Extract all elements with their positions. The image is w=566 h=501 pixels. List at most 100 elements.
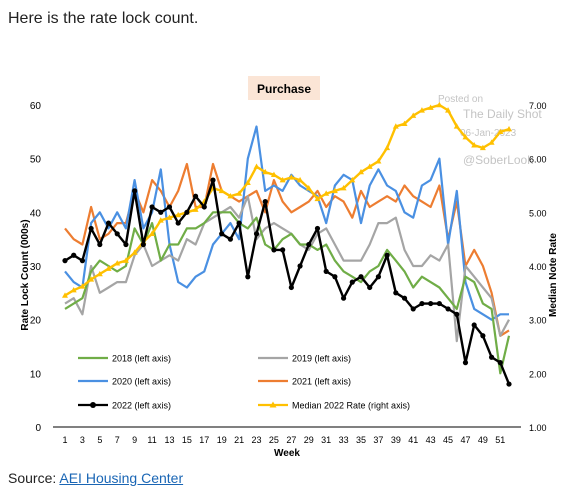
series-point [436, 300, 442, 307]
series-point [140, 241, 146, 248]
y-right-tick-label: 5.00 [529, 208, 547, 218]
series-point [323, 190, 330, 196]
series-point [70, 286, 77, 293]
series-point [271, 247, 277, 253]
series-point [340, 295, 347, 301]
series-point [340, 184, 347, 191]
series-point [358, 274, 364, 280]
y-right-tick-label: 2.00 [529, 369, 547, 379]
series-point [236, 220, 242, 226]
series-point [175, 211, 182, 218]
series-point [445, 107, 452, 113]
y-left-tick-label: 50 [30, 155, 42, 166]
series-line [64, 195, 510, 343]
series-point [497, 360, 503, 366]
x-tick-label: 17 [199, 435, 209, 445]
watermark-line3: 06-Jan-2023 [460, 128, 517, 139]
series-point [471, 142, 478, 148]
source-line: Source: AEI Housing Center [8, 470, 183, 486]
series-point [462, 360, 469, 366]
y-right-tick-label: 4.00 [529, 262, 547, 272]
series-point [384, 252, 390, 258]
watermark-line1: Posted on [438, 94, 483, 105]
source-link[interactable]: AEI Housing Center [59, 470, 184, 486]
series-point [279, 176, 286, 183]
x-tick-label: 37 [373, 435, 383, 445]
title-box [248, 76, 320, 100]
x-tick-label: 11 [147, 435, 156, 445]
series-point [366, 163, 373, 169]
series-point [306, 241, 312, 248]
y-right-tick-label: 6.00 [529, 155, 547, 165]
series-point [358, 168, 364, 175]
x-tick-label: 15 [182, 435, 192, 445]
watermark-line2: The Daily Shot [463, 107, 542, 121]
y-axis-right-label: Median Note Rate [548, 233, 559, 317]
series-point [253, 231, 260, 237]
series-point [270, 171, 277, 177]
x-tick-label: 43 [426, 435, 436, 445]
series-point [253, 163, 260, 169]
series-line [64, 211, 511, 375]
series-point [79, 258, 86, 264]
series-point [471, 322, 477, 328]
x-tick-label: 41 [408, 435, 418, 445]
series-point [314, 195, 321, 202]
series-point [418, 107, 425, 113]
series-point [262, 168, 269, 175]
series-point [427, 104, 434, 110]
series-point [62, 258, 68, 264]
series-point [375, 274, 382, 280]
series-point [428, 300, 434, 307]
y-left-tick-label: 60 [30, 101, 42, 112]
series-point [96, 270, 103, 277]
legend-label: 2018 (left axis) [112, 354, 171, 364]
x-tick-label: 39 [391, 435, 401, 445]
series-point [367, 284, 373, 291]
series-point [445, 306, 451, 312]
series-point [219, 231, 225, 237]
intro-text: Here is the rate lock count. [8, 10, 199, 27]
series-point [497, 128, 504, 135]
x-tick-label: 19 [217, 435, 227, 445]
series-point [401, 295, 408, 301]
series-point [88, 225, 94, 232]
series-point [236, 190, 243, 196]
series-point [506, 125, 512, 132]
y-left-tick-label: 10 [30, 369, 42, 380]
series-point [488, 354, 495, 360]
series-point [105, 265, 112, 271]
series-point [453, 123, 460, 129]
x-tick-label: 33 [339, 435, 349, 445]
legend-label: 2020 (left axis) [112, 377, 171, 387]
series-point [323, 268, 329, 274]
x-tick-label: 13 [164, 435, 174, 445]
legend-label: 2019 (left axis) [292, 354, 351, 364]
series-point [288, 284, 294, 291]
series-layer [62, 101, 512, 387]
x-tick-label: 49 [478, 435, 488, 445]
series-point [157, 217, 164, 223]
series-point [114, 260, 121, 266]
series-point [262, 199, 268, 205]
x-tick-label: 21 [234, 435, 244, 445]
series-point [349, 279, 355, 285]
series-point [192, 193, 199, 199]
legend-label: 2021 (left axis) [292, 377, 351, 387]
series-point [297, 176, 304, 183]
series-point [331, 187, 338, 194]
series-line [64, 103, 510, 297]
series-point [454, 311, 460, 317]
legend-label: Median 2022 Rate (right axis) [292, 401, 410, 411]
series-point [479, 144, 486, 151]
series-line [64, 178, 511, 385]
y-left-tick-label: 30 [30, 262, 42, 273]
series-point [71, 252, 77, 258]
series-point [166, 214, 173, 220]
x-axis-label: Week [274, 448, 300, 459]
series-point [192, 206, 199, 212]
series-point [123, 241, 129, 248]
x-tick-label: 1 [62, 435, 67, 445]
legend-label: 2022 (left axis) [112, 401, 171, 411]
series-point [375, 158, 382, 164]
